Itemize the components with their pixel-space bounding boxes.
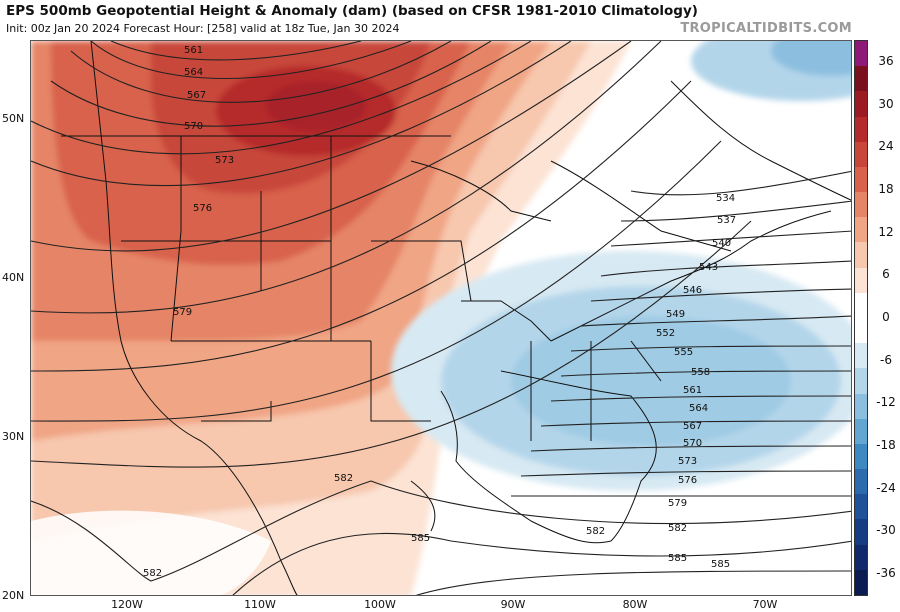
contour-label: 561 <box>683 385 702 396</box>
brand-watermark: TROPICALTIDBITS.COM <box>680 21 852 36</box>
neutral-anomaly-area <box>31 510 271 595</box>
negative-anomaly-shading <box>391 41 851 491</box>
colorbar-label: 36 <box>878 54 894 68</box>
colorbar-swatch <box>855 519 867 546</box>
contour-label: 582 <box>586 526 605 537</box>
lon-label: 120W <box>111 598 143 611</box>
colorbar-swatch <box>855 544 867 571</box>
lat-label: 20N <box>2 589 25 602</box>
colorbar-swatch <box>855 292 867 319</box>
colorbar-label: 24 <box>878 139 894 154</box>
colorbar-swatch <box>855 393 867 420</box>
contour-label: 564 <box>184 67 203 78</box>
contour-label: 576 <box>193 203 212 214</box>
contour-label: 546 <box>683 285 702 296</box>
colorbar-label: 0 <box>882 310 890 324</box>
contour-label: 576 <box>678 475 697 486</box>
map-title: EPS 500mb Geopotential Height & Anomaly … <box>6 3 698 19</box>
colorbar-label: 18 <box>878 182 894 196</box>
contour-label: 579 <box>173 307 192 318</box>
lon-label: 90W <box>500 598 526 611</box>
contour-label: 567 <box>683 421 702 432</box>
lon-label: 110W <box>244 598 276 611</box>
lon-label: 80W <box>622 598 648 611</box>
colorbar-swatch <box>855 368 867 395</box>
colorbar-swatch <box>855 242 867 269</box>
lat-label: 30N <box>2 430 25 443</box>
colorbar-swatch <box>855 166 867 193</box>
colorbar-swatch <box>855 192 867 218</box>
contour-label: 552 <box>656 328 675 339</box>
anomaly-colorbar <box>854 40 868 596</box>
west-contour-labels: 561 564 567 570 573 576 579 582 582 582 … <box>143 45 730 579</box>
height-contours <box>31 41 851 595</box>
colorbar-label: -24 <box>876 480 896 495</box>
colorbar-swatch <box>855 217 867 243</box>
contour-label: 582 <box>334 473 353 484</box>
contour-label: 579 <box>668 498 687 509</box>
map-panel: 561 564 567 570 573 576 579 582 582 582 … <box>30 40 852 596</box>
contour-label: 567 <box>187 90 206 101</box>
contour-label: 570 <box>683 438 702 449</box>
map-subtitle: Init: 00z Jan 20 2024 Forecast Hour: [25… <box>6 22 400 35</box>
contour-label: 585 <box>711 559 730 570</box>
colorbar-label: -6 <box>880 352 892 367</box>
colorbar-swatch <box>855 41 867 67</box>
colorbar-swatch <box>855 418 867 445</box>
lat-label: 50N <box>2 112 25 125</box>
colorbar-swatch <box>855 141 867 168</box>
colorbar-label: -30 <box>876 523 896 538</box>
colorbar-label: -36 <box>876 566 896 580</box>
colorbar-swatch <box>855 343 867 369</box>
contour-label: 582 <box>668 523 687 534</box>
colorbar-label: -18 <box>876 438 896 452</box>
colorbar-label: 30 <box>878 96 894 111</box>
map-canvas: 561 564 567 570 573 576 579 582 582 582 … <box>31 41 851 595</box>
lon-label: 70W <box>752 598 778 611</box>
contour-label: 570 <box>184 121 203 132</box>
contour-label: 543 <box>699 262 718 273</box>
east-contour-labels: 534 537 540 543 546 549 552 555 558 561 … <box>656 193 736 564</box>
contour-label: 537 <box>717 215 736 226</box>
colorbar-label: -12 <box>876 395 896 410</box>
colorbar-label: 12 <box>878 224 894 239</box>
contour-label: 558 <box>691 367 710 378</box>
contour-label: 585 <box>411 533 430 544</box>
contour-label: 573 <box>678 456 697 467</box>
lat-label: 40N <box>2 271 25 284</box>
colorbar-swatch <box>855 494 867 520</box>
contour-label: 585 <box>668 553 687 564</box>
contour-label: 573 <box>215 155 234 166</box>
colorbar-label: 6 <box>882 267 890 282</box>
colorbar-swatch <box>855 66 867 92</box>
colorbar-swatch <box>855 116 867 143</box>
colorbar-swatch <box>855 318 867 344</box>
contour-label: 555 <box>674 347 693 358</box>
contour-label: 561 <box>184 45 203 56</box>
contour-label: 564 <box>689 403 708 414</box>
contour-label: 540 <box>712 238 731 249</box>
contour-label: 582 <box>143 568 162 579</box>
contour-label: 534 <box>716 193 735 204</box>
colorbar-swatch <box>855 569 867 596</box>
colorbar-swatch <box>855 267 867 294</box>
contour-label: 549 <box>666 309 685 320</box>
colorbar-swatch <box>855 443 867 470</box>
lon-label: 100W <box>364 598 396 611</box>
colorbar-swatch <box>855 91 867 118</box>
colorbar-swatch <box>855 469 867 495</box>
